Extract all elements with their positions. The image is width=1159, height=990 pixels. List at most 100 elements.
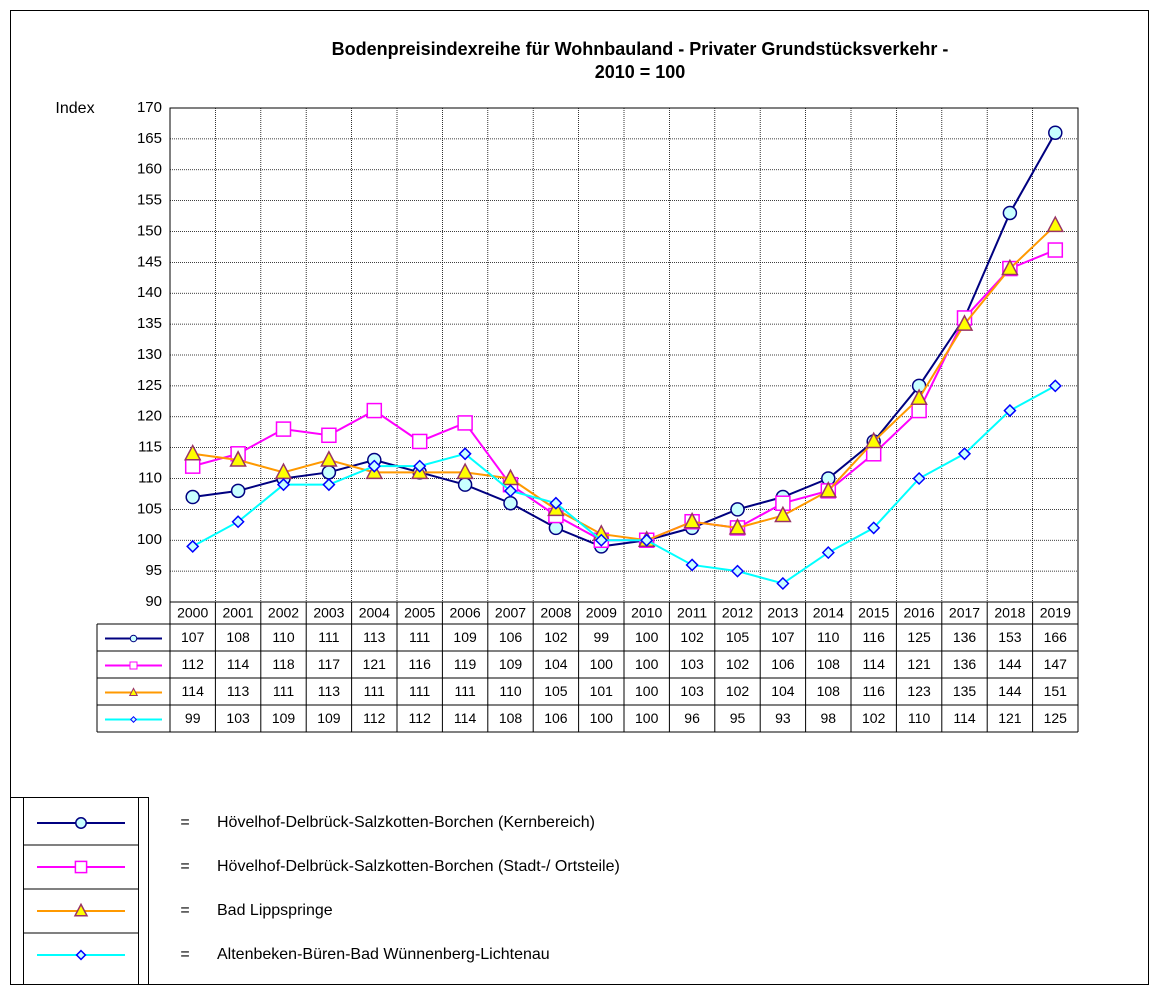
table-cell: 111 bbox=[318, 629, 339, 645]
table-cell: 108 bbox=[226, 629, 250, 645]
x-tick-label: 2003 bbox=[313, 605, 344, 621]
x-tick-label: 2015 bbox=[858, 605, 889, 621]
marker bbox=[730, 502, 745, 517]
table-cell: 117 bbox=[318, 656, 341, 672]
table-cell: 136 bbox=[953, 629, 977, 645]
y-tick-label: 115 bbox=[138, 439, 162, 456]
table-cell: 104 bbox=[544, 656, 568, 672]
table-cell: 114 bbox=[182, 683, 205, 699]
x-tick-label: 2008 bbox=[540, 605, 571, 621]
legend-label: Hövelhof-Delbrück-Salzkotten-Borchen (St… bbox=[217, 858, 620, 875]
x-tick-label: 2009 bbox=[586, 605, 617, 621]
marker bbox=[322, 478, 336, 492]
table-cell: 109 bbox=[272, 710, 296, 726]
table-cell: 125 bbox=[1044, 710, 1068, 726]
y-tick-label: 150 bbox=[137, 222, 162, 239]
table-cell: 110 bbox=[272, 629, 295, 645]
marker bbox=[955, 314, 974, 331]
y-tick-label: 90 bbox=[145, 593, 162, 610]
marker bbox=[185, 489, 200, 505]
table-cell: 144 bbox=[998, 683, 1022, 699]
marker bbox=[456, 462, 474, 480]
table-cell: 100 bbox=[635, 629, 659, 645]
marker bbox=[186, 539, 200, 553]
marker bbox=[229, 450, 247, 467]
marker bbox=[458, 447, 472, 461]
y-axis-label: Index bbox=[55, 100, 94, 117]
marker bbox=[75, 817, 87, 829]
table-cell: 125 bbox=[907, 629, 931, 645]
y-tick-label: 165 bbox=[137, 130, 162, 147]
table-cell: 108 bbox=[817, 683, 841, 699]
table-cell: 112 bbox=[409, 710, 432, 726]
table-cell: 102 bbox=[680, 629, 704, 645]
marker bbox=[183, 443, 202, 461]
table-cell: 111 bbox=[273, 683, 294, 699]
table-cell: 136 bbox=[953, 656, 977, 672]
table-cell: 144 bbox=[998, 656, 1022, 672]
marker bbox=[411, 433, 428, 450]
table-cell: 105 bbox=[726, 629, 750, 645]
marker bbox=[75, 949, 87, 961]
table-cell: 103 bbox=[226, 710, 250, 726]
x-tick-label: 2018 bbox=[994, 605, 1025, 621]
table-cell: 100 bbox=[635, 710, 659, 726]
marker bbox=[1048, 125, 1063, 140]
table-cell: 121 bbox=[907, 656, 931, 672]
table-cell: 102 bbox=[544, 629, 568, 645]
x-tick-label: 2010 bbox=[631, 605, 662, 621]
table-cell: 111 bbox=[409, 683, 430, 699]
marker bbox=[231, 515, 245, 529]
marker bbox=[819, 480, 838, 498]
marker bbox=[730, 564, 745, 578]
legend-label: Bad Lippspringe bbox=[217, 902, 333, 919]
x-tick-label: 2006 bbox=[450, 605, 481, 621]
marker bbox=[957, 447, 972, 461]
y-tick-label: 160 bbox=[137, 161, 162, 178]
table-cell: 103 bbox=[680, 656, 704, 672]
marker bbox=[184, 458, 201, 474]
y-tick-label: 140 bbox=[137, 284, 162, 301]
table-cell: 100 bbox=[635, 656, 659, 672]
y-tick-label: 120 bbox=[137, 408, 162, 425]
x-tick-label: 2013 bbox=[767, 605, 798, 621]
series-line bbox=[192, 384, 1056, 585]
table-cell: 147 bbox=[1044, 656, 1068, 672]
marker bbox=[911, 402, 927, 419]
y-tick-label: 155 bbox=[137, 192, 162, 209]
y-tick-label: 170 bbox=[137, 99, 162, 116]
x-tick-label: 2011 bbox=[677, 605, 707, 621]
series-line bbox=[192, 224, 1056, 542]
marker bbox=[320, 450, 338, 467]
marker bbox=[683, 511, 701, 529]
marker bbox=[867, 521, 881, 535]
table-cell: 109 bbox=[499, 656, 523, 672]
table-cell: 111 bbox=[364, 683, 385, 699]
table-cell: 114 bbox=[863, 656, 886, 672]
table-cell: 112 bbox=[363, 710, 386, 726]
marker bbox=[821, 546, 835, 560]
marker bbox=[367, 459, 381, 473]
series-line bbox=[192, 132, 1057, 548]
y-tick-label: 130 bbox=[137, 346, 162, 363]
marker bbox=[549, 496, 563, 510]
x-tick-label: 2017 bbox=[949, 605, 980, 621]
table-cell: 114 bbox=[454, 710, 477, 726]
table-cell: 121 bbox=[998, 710, 1022, 726]
marker bbox=[1046, 215, 1065, 233]
marker bbox=[129, 661, 138, 670]
x-tick-label: 2005 bbox=[404, 605, 435, 621]
table-cell: 114 bbox=[227, 656, 250, 672]
marker bbox=[774, 505, 792, 523]
y-tick-label: 135 bbox=[137, 315, 162, 332]
table-cell: 109 bbox=[317, 710, 341, 726]
marker bbox=[640, 533, 654, 547]
table-cell: 110 bbox=[499, 683, 522, 699]
x-tick-label: 2001 bbox=[223, 605, 254, 621]
table-cell: 108 bbox=[817, 656, 841, 672]
table-cell: 98 bbox=[821, 710, 837, 726]
marker bbox=[276, 478, 291, 492]
table-cell: 118 bbox=[272, 656, 295, 672]
table-cell: 111 bbox=[409, 629, 430, 645]
table-cell: 151 bbox=[1044, 683, 1068, 699]
